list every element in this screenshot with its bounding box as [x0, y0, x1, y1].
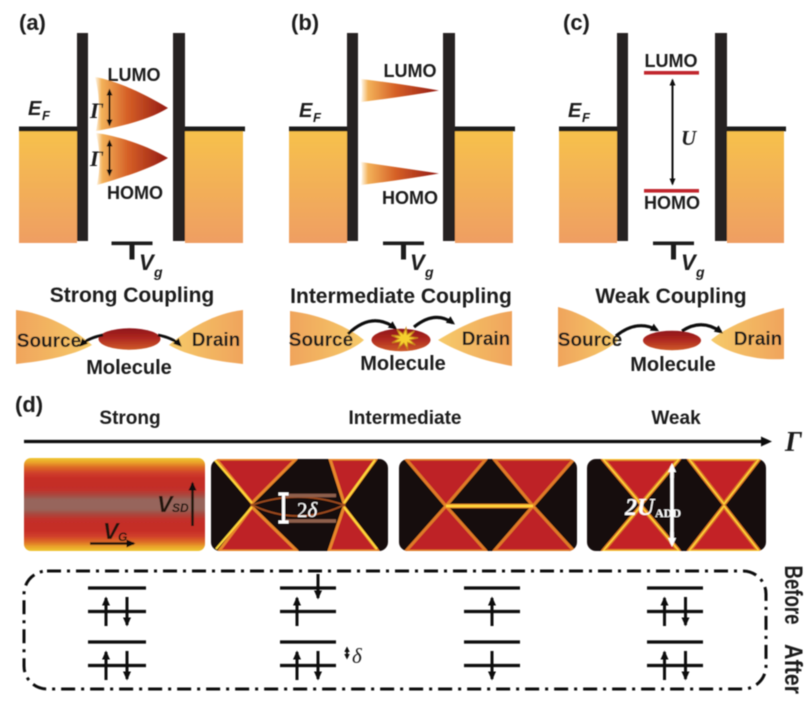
svg-text:V: V — [410, 250, 427, 275]
svg-text:2δ: 2δ — [297, 498, 319, 522]
svg-text:V: V — [103, 518, 120, 544]
svg-text:Γ: Γ — [784, 427, 803, 458]
svg-text:Drain: Drain — [462, 329, 511, 350]
svg-text:Strong Coupling: Strong Coupling — [50, 284, 214, 307]
svg-text:E: E — [568, 100, 582, 122]
svg-text:Γ: Γ — [89, 146, 104, 171]
svg-text:Source: Source — [558, 330, 622, 351]
svg-text:Molecule: Molecule — [86, 357, 172, 379]
svg-text:LUMO: LUMO — [645, 51, 698, 71]
svg-text:Strong: Strong — [99, 408, 160, 429]
svg-text:Source: Source — [17, 331, 81, 352]
svg-text:Γ: Γ — [89, 98, 104, 123]
svg-text:(c): (c) — [563, 10, 590, 35]
svg-text:(d): (d) — [15, 392, 43, 417]
svg-text:U: U — [681, 126, 698, 150]
svg-text:F: F — [582, 110, 591, 125]
svg-text:LUMO: LUMO — [108, 65, 161, 85]
svg-text:Intermediate: Intermediate — [349, 408, 462, 429]
svg-text:Drain: Drain — [734, 329, 783, 350]
svg-text:Intermediate Coupling: Intermediate Coupling — [290, 285, 512, 308]
svg-text:HOMO: HOMO — [644, 193, 700, 213]
svg-text:HOMO: HOMO — [107, 183, 163, 203]
svg-text:(a): (a) — [19, 10, 46, 35]
svg-text:Molecule: Molecule — [360, 353, 446, 375]
svg-text:(b): (b) — [291, 10, 319, 35]
svg-text:Drain: Drain — [192, 330, 241, 351]
svg-text:V: V — [139, 250, 156, 275]
svg-text:V: V — [681, 250, 698, 275]
svg-text:E: E — [299, 100, 313, 122]
svg-text:After: After — [779, 644, 807, 694]
svg-text:2U: 2U — [624, 495, 656, 521]
svg-text:Source: Source — [289, 330, 353, 351]
svg-text:g: g — [424, 264, 434, 280]
svg-text:δ: δ — [352, 644, 363, 668]
svg-text:SD: SD — [172, 501, 189, 515]
svg-text:Weak Coupling: Weak Coupling — [595, 285, 746, 308]
svg-text:g: g — [695, 264, 705, 280]
svg-text:Weak: Weak — [651, 408, 701, 429]
svg-text:LUMO: LUMO — [384, 61, 437, 81]
svg-text:g: g — [153, 264, 163, 280]
svg-text:F: F — [313, 110, 322, 125]
svg-text:G: G — [118, 530, 127, 544]
svg-text:ADD: ADD — [655, 506, 681, 520]
svg-text:E: E — [28, 98, 42, 120]
svg-text:Before: Before — [779, 566, 807, 625]
svg-text:F: F — [42, 108, 51, 123]
svg-text:HOMO: HOMO — [382, 188, 438, 208]
svg-text:Molecule: Molecule — [630, 354, 716, 376]
svg-text:V: V — [157, 491, 174, 517]
